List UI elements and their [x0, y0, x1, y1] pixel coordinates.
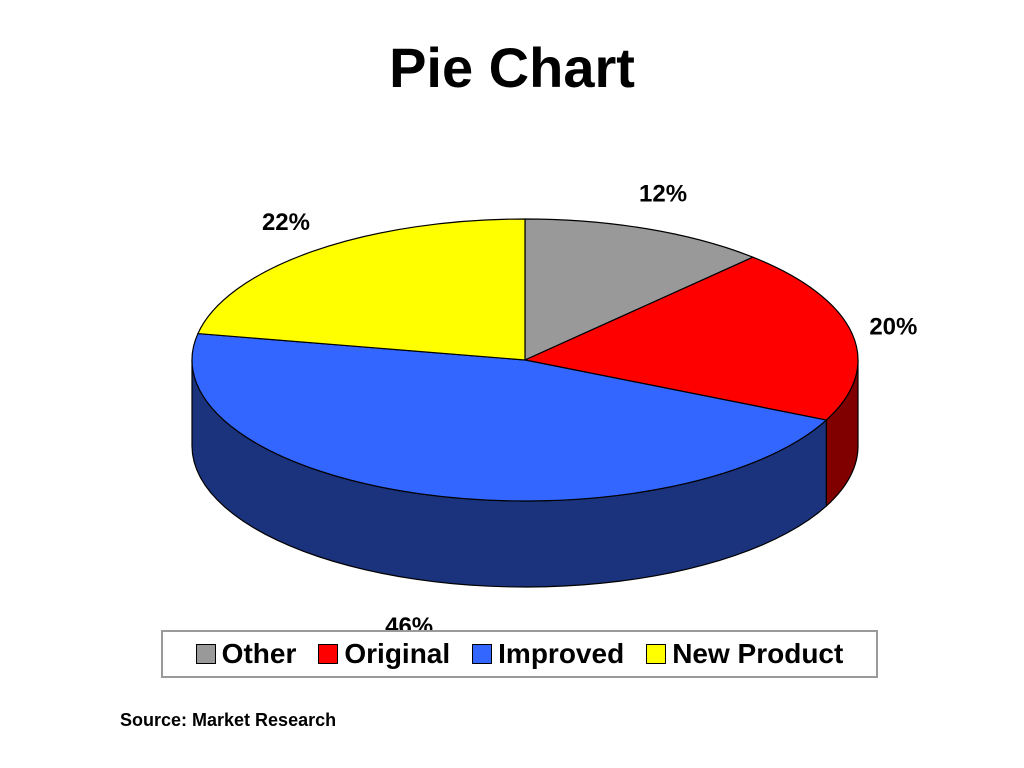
pie-slice-new-product: [197, 218, 526, 361]
legend-item-original: Original: [318, 638, 450, 670]
chart-title: Pie Chart: [389, 36, 635, 99]
legend-item-other: Other: [195, 638, 297, 670]
legend-item-improved: Improved: [472, 638, 624, 670]
legend-label-improved: Improved: [498, 638, 625, 669]
legend-label-original: Original: [344, 638, 451, 669]
pie-slice-original: [524, 256, 859, 421]
source-note: Source: Market Research: [120, 710, 337, 730]
legend-swatch-new-product: [646, 644, 667, 664]
pie-label-original: 20%: [869, 313, 917, 340]
legend-swatch-original: [318, 644, 339, 664]
legend-item-new-product: New Product: [646, 638, 843, 670]
legend-label-new-product: New Product: [672, 638, 844, 669]
legend-swatch-improved: [472, 644, 493, 664]
legend-label-other: Other: [221, 638, 297, 669]
legend-swatch-other: [195, 644, 216, 664]
pie-slice-other: [524, 218, 754, 361]
pie-label-other: 12%: [639, 181, 687, 208]
chart-legend: Other Original Improved New Product: [161, 630, 878, 678]
pie-slice-improved: [191, 332, 827, 502]
pie-label-new-product: 22%: [262, 209, 310, 236]
